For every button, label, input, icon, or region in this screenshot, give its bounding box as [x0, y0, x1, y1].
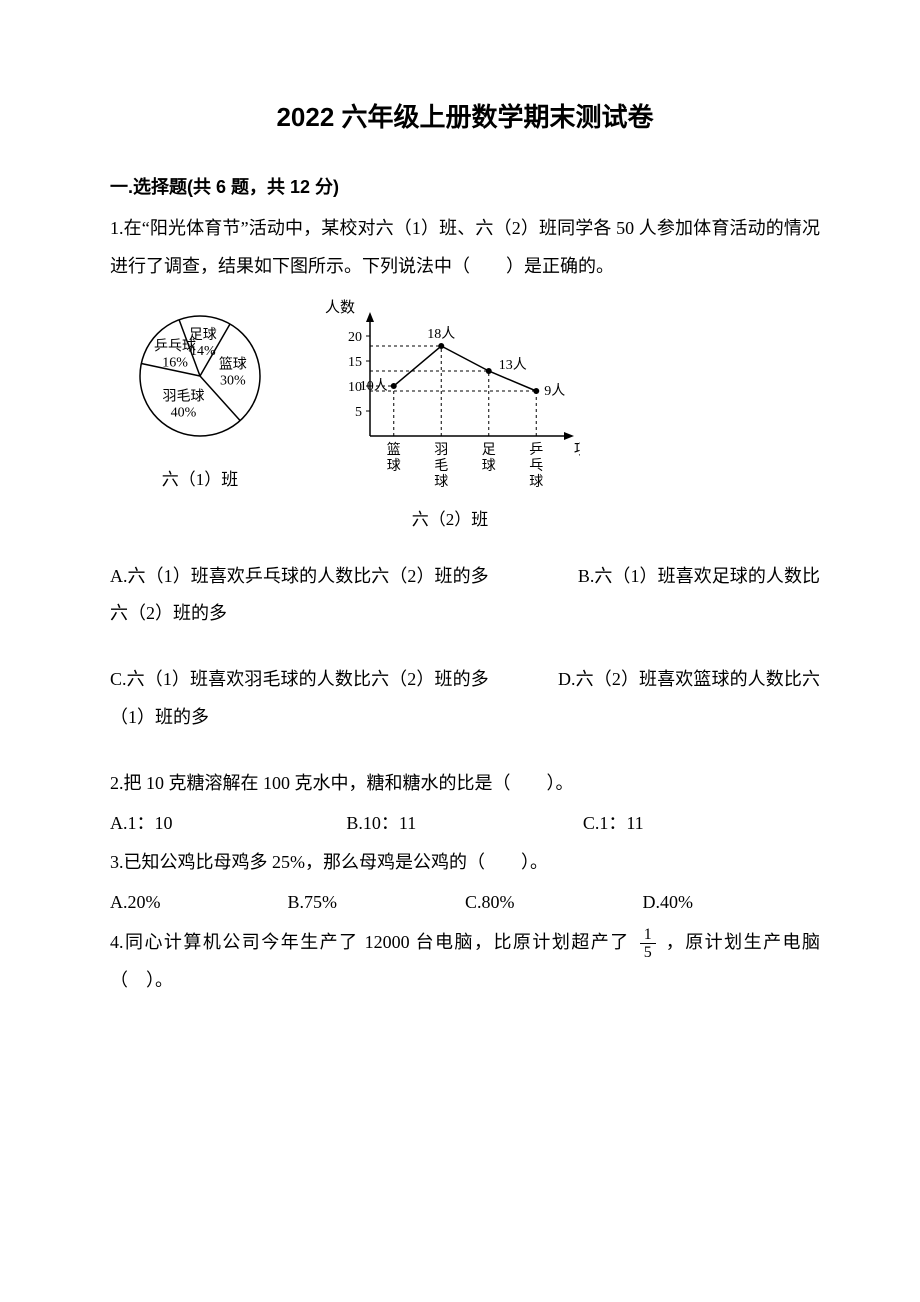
q2-options: A.1：10 B.10：11 C.1：11: [110, 805, 820, 843]
svg-text:30%: 30%: [220, 374, 246, 389]
svg-text:球: 球: [387, 458, 401, 474]
svg-text:足球: 足球: [189, 327, 217, 343]
svg-text:乓: 乓: [529, 458, 543, 474]
q1-options-row1: A.六（1）班喜欢乒乓球的人数比六（2）班的多 B.六（1）班喜欢足球的人数比六…: [110, 558, 820, 634]
svg-text:9人: 9人: [544, 383, 565, 399]
svg-text:乒: 乒: [529, 442, 543, 458]
svg-text:球: 球: [529, 474, 543, 490]
line-caption: 六（2）班: [412, 502, 489, 538]
pie-chart-class1: 篮球30%羽毛球40%乒乓球16%足球14% 六（1）班: [110, 296, 290, 498]
q4-stem-pre: 4.同心计算机公司今年生产了 12000 台电脑，比原计划超产了: [110, 932, 630, 952]
svg-text:球: 球: [482, 458, 496, 474]
q3-option-a: A.20%: [110, 884, 288, 922]
q3-stem: 3.已知公鸡比母鸡多 25%，那么母鸡是公鸡的（ ）。: [110, 844, 820, 882]
q4-frac-den: 5: [640, 944, 656, 962]
q3-option-d: D.40%: [643, 884, 821, 922]
q1-option-a: A.六（1）班喜欢乒乓球的人数比六（2）班的多: [110, 566, 489, 586]
line-chart-class2: 人数项目5101520篮球羽毛球足球乒乓球10人18人13人9人 六（2）班: [320, 296, 580, 538]
q1-charts: 篮球30%羽毛球40%乒乓球16%足球14% 六（1）班 人数项目5101520…: [110, 296, 820, 538]
q3-options: A.20% B.75% C.80% D.40%: [110, 884, 820, 922]
svg-text:16%: 16%: [162, 355, 188, 370]
pie-caption: 六（1）班: [162, 462, 239, 498]
svg-text:15: 15: [348, 355, 362, 370]
q3-option-b: B.75%: [288, 884, 466, 922]
q4-frac-num: 1: [640, 926, 656, 945]
q2-option-b: B.10：11: [346, 805, 582, 843]
section-header: 一.选择题(共 6 题，共 12 分): [110, 169, 820, 207]
svg-text:球: 球: [434, 474, 448, 490]
page-title: 2022 六年级上册数学期末测试卷: [110, 90, 820, 145]
q2-option-c: C.1：11: [583, 805, 819, 843]
svg-text:羽毛球: 羽毛球: [163, 389, 205, 405]
q1-stem: 1.在“阳光体育节”活动中，某校对六（1）班、六（2）班同学各 50 人参加体育…: [110, 210, 820, 286]
svg-text:40%: 40%: [171, 406, 197, 421]
q4-fraction: 1 5: [640, 926, 656, 962]
svg-text:20: 20: [348, 330, 362, 345]
q3-option-c: C.80%: [465, 884, 643, 922]
svg-text:5: 5: [355, 405, 362, 420]
svg-text:篮球: 篮球: [219, 357, 247, 373]
svg-text:18人: 18人: [427, 326, 455, 342]
svg-text:羽: 羽: [434, 443, 448, 458]
svg-text:项目: 项目: [574, 441, 580, 458]
svg-text:14%: 14%: [190, 344, 216, 359]
svg-text:13人: 13人: [499, 357, 527, 373]
svg-text:10人: 10人: [360, 378, 388, 394]
q1-option-c: C.六（1）班喜欢羽毛球的人数比六（2）班的多: [110, 669, 489, 689]
svg-text:足: 足: [482, 443, 496, 458]
svg-text:人数: 人数: [325, 299, 355, 316]
q1-options-row2: C.六（1）班喜欢羽毛球的人数比六（2）班的多 D.六（2）班喜欢篮球的人数比六…: [110, 661, 820, 737]
q2-option-a: A.1：10: [110, 805, 346, 843]
svg-text:篮: 篮: [387, 442, 401, 458]
svg-text:毛: 毛: [434, 458, 448, 474]
q2-stem: 2.把 10 克糖溶解在 100 克水中，糖和糖水的比是（ ）。: [110, 765, 820, 803]
q4-stem: 4.同心计算机公司今年生产了 12000 台电脑，比原计划超产了 1 5 ，原计…: [110, 924, 820, 1000]
